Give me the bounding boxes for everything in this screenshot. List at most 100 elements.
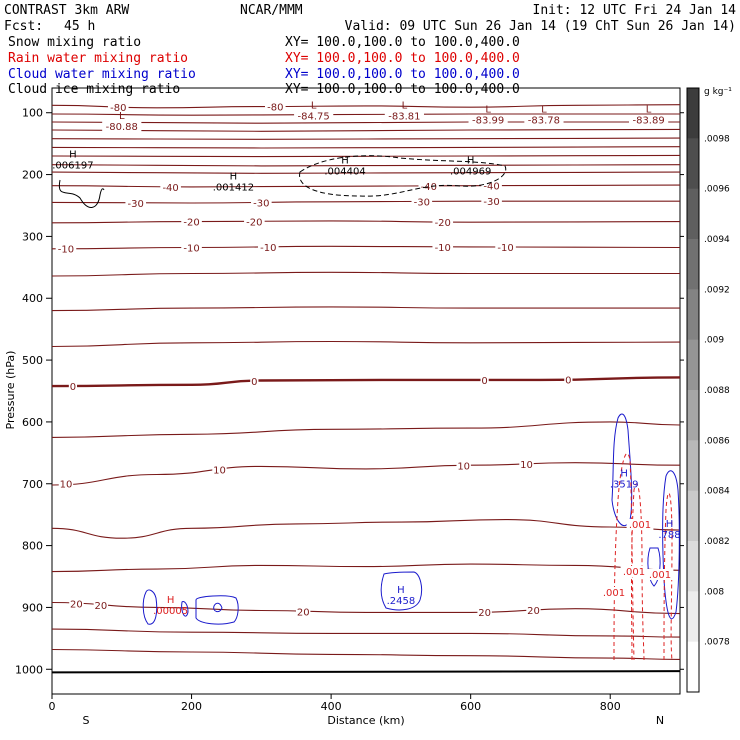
extremum-value: -83.99 <box>472 116 504 127</box>
extremum-value: .3519 <box>610 479 639 490</box>
extremum-kind: H <box>167 595 175 606</box>
field-xy-rain: XY= 100.0,100.0 to 100.0,400.0 <box>285 51 520 66</box>
extremum-value: .788 <box>658 530 680 541</box>
isotherm-label-bg <box>69 598 84 610</box>
x-axis-title: Distance (km) <box>327 714 404 727</box>
colorbar-tick-label: .0092 <box>704 285 730 295</box>
extremum-value: -80.88 <box>106 122 138 133</box>
isotherm-label: 0 <box>251 377 257 388</box>
isotherm-line <box>51 220 681 224</box>
isotherm-line <box>51 306 680 312</box>
extremum-value: .006197 <box>52 160 93 171</box>
colorbar-swatch <box>687 239 699 290</box>
isotherm-label: -10 <box>183 244 199 255</box>
colorbar-tick-label: .008 <box>704 587 724 597</box>
isotherm-line <box>51 154 681 158</box>
y-tick-label: 600 <box>22 416 43 429</box>
extremum-value: -84.75 <box>298 111 330 122</box>
rain-label-bg <box>626 519 654 530</box>
isotherm-line <box>51 271 680 277</box>
isotherm-label-bg <box>181 216 202 228</box>
colorbar-swatch <box>687 591 699 643</box>
isotherm-label: -30 <box>414 197 430 208</box>
extremum-value-bg <box>102 120 142 132</box>
x-tick-label: 200 <box>181 700 202 713</box>
isotherm-label: 0 <box>481 376 487 387</box>
isotherm-label: 20 <box>94 601 107 612</box>
cloud-water-contour <box>142 589 158 625</box>
extremum-kind: H <box>467 155 475 166</box>
colorbar-swatch <box>687 138 699 190</box>
isotherm-label: -40 <box>421 182 437 193</box>
field-name-rain: Rain water mixing ratio <box>8 51 188 66</box>
isotherm-label-bg <box>251 197 272 209</box>
isotherm-line <box>51 340 681 348</box>
isotherm-line <box>51 376 681 388</box>
isotherm-line <box>51 421 681 438</box>
isotherm-line <box>51 164 681 167</box>
y-tick-label: 1000 <box>15 663 43 676</box>
isotherm-line <box>51 563 681 573</box>
isotherm-label-bg <box>411 196 433 208</box>
colorbar-tick-label: .0086 <box>704 436 730 446</box>
rain-label-bg <box>646 569 674 580</box>
colorbar-unit: g kg⁻¹ <box>704 87 732 97</box>
extremum-value-bg <box>468 114 508 126</box>
cloud-water-contour <box>195 595 239 625</box>
extremum-value: .00005 <box>153 606 188 617</box>
isotherm-line <box>51 113 680 116</box>
isotherm-line <box>51 121 680 124</box>
y-tick-label: 100 <box>22 107 43 120</box>
isotherm-label: -10 <box>260 243 276 254</box>
isotherm-label-bg <box>93 599 109 611</box>
colorbar-swatch <box>687 88 699 139</box>
isotherm-label: -20 <box>183 218 199 229</box>
extremum-kind: H <box>620 468 628 479</box>
isotherm-label: 20 <box>70 600 83 611</box>
extremum-kind: H <box>341 155 349 166</box>
isotherm-label-bg <box>480 374 489 386</box>
y-tick-label: 400 <box>22 292 43 305</box>
colorbar-tick-label: .0094 <box>704 235 730 245</box>
extremum-kind: H <box>666 519 674 530</box>
isotherm-label: -10 <box>497 243 513 254</box>
isotherm-line <box>51 146 681 149</box>
isotherm-label-bg <box>456 460 471 472</box>
isotherm-label: 0 <box>70 382 76 393</box>
cloud-water-contour <box>380 571 423 611</box>
field-xy-snow: XY= 100.0,100.0 to 100.0,400.0 <box>285 35 520 50</box>
y-tick-label: 300 <box>22 230 43 243</box>
isotherm-label: -10 <box>58 245 74 256</box>
rain-label: .001 <box>649 570 671 581</box>
snow-contour <box>299 155 507 197</box>
cloud-water-contours <box>142 413 680 625</box>
isotherm-line <box>51 128 681 132</box>
y-tick-label: 200 <box>22 169 43 182</box>
y-tick-label: 900 <box>22 601 43 614</box>
rain-label-bg <box>620 566 648 577</box>
isotherm-label-bg <box>212 464 227 476</box>
colorbar-swatch <box>687 289 699 341</box>
valid-time: Valid: 09 UTC Sun 26 Jan 14 (19 ChT Sun … <box>345 19 736 34</box>
extremum-value: -83.81 <box>388 111 420 122</box>
isotherm-label-bg <box>107 101 129 113</box>
isotherm-label-bg <box>477 606 492 618</box>
isotherm-label-bg <box>68 380 78 392</box>
extremum-value-bg <box>294 110 334 122</box>
isotherm-label-bg <box>125 197 147 209</box>
x-end-label-north: N <box>656 714 664 727</box>
y-tick-label: 700 <box>22 478 43 491</box>
isotherm-line <box>51 519 681 539</box>
isotherm-label-bg <box>526 605 541 617</box>
fcst-label: Fcst: <box>4 19 43 34</box>
isotherm-label-bg <box>264 101 286 113</box>
field-xy-cloudwater: XY= 100.0,100.0 to 100.0,400.0 <box>285 67 520 82</box>
isotherm-label: 0 <box>565 375 571 386</box>
extremum-kind: L <box>119 111 125 122</box>
isotherm-label: -40 <box>483 182 499 193</box>
temperature-contours: -80 -80 -40 -40 -40 -30 -30 -30 -30 -20 -20 -20 -10 -… <box>51 101 681 674</box>
rain-label-bg <box>600 587 628 598</box>
field-name-cloudice: Cloud ice mixing ratio <box>8 82 180 97</box>
extremum-kind: L <box>541 105 547 116</box>
isotherm-label-bg <box>495 242 516 254</box>
